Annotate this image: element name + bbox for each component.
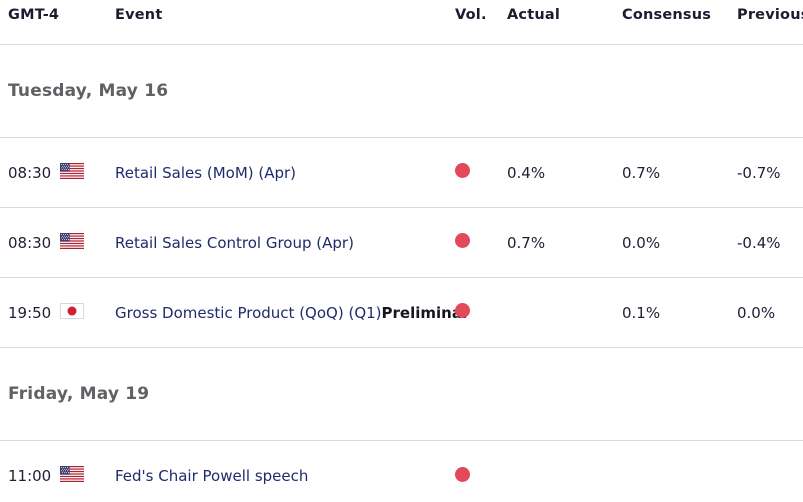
event-name-text: Gross Domestic Product (QoQ) (Q1): [115, 303, 382, 322]
volatility-high-icon: [455, 163, 470, 178]
calendar-header-row: GMT-4 Event Vol. Actual Consensus Previo…: [0, 0, 803, 45]
consensus-value: 0.7%: [622, 163, 661, 182]
volatility-cell: [452, 303, 507, 322]
column-header-previous: Previous: [737, 7, 803, 23]
us-flag-icon: [60, 466, 84, 482]
column-header-actual: Actual: [507, 7, 561, 23]
date-section-header: Tuesday, May 16: [0, 45, 803, 138]
event-time: 08:30: [8, 233, 52, 252]
event-time: 08:30: [8, 163, 52, 182]
event-name-text: Retail Sales (MoM) (Apr): [115, 163, 297, 182]
us-flag-icon: [60, 162, 84, 179]
event-flag-cell: [60, 302, 115, 323]
event-name[interactable]: Gross Domestic Product (QoQ) (Q1)Prelimi…: [115, 303, 469, 322]
volatility-high-icon: [455, 233, 470, 248]
event-flag-cell: [60, 162, 115, 183]
event-name-bold-suffix: Preliminar: [381, 303, 470, 322]
consensus-value: 0.0%: [622, 233, 661, 252]
event-row-powell-speech[interactable]: 11:00 Fed's Chair Powell speech: [0, 441, 803, 502]
volatility-cell: [452, 233, 507, 252]
column-header-event: Event: [115, 7, 163, 23]
event-flag-cell: [60, 466, 115, 486]
event-row-retail-sales-control[interactable]: 08:30 Retail Sales Control Group (Apr) 0…: [0, 208, 803, 278]
volatility-cell: [452, 466, 507, 486]
event-name-text: Fed's Chair Powell speech: [115, 467, 309, 485]
volatility-high-icon: [455, 466, 470, 482]
event-time: 19:50: [8, 303, 52, 322]
previous-value: 0.0%: [737, 303, 776, 322]
date-section-header: Friday, May 19: [0, 348, 803, 441]
actual-value: 0.4%: [507, 163, 546, 182]
column-header-vol: Vol.: [455, 7, 487, 23]
previous-value: -0.4%: [737, 233, 781, 252]
volatility-cell: [452, 163, 507, 182]
section-title: Tuesday, May 16: [8, 81, 169, 101]
event-row-retail-sales-mom[interactable]: 08:30 Retail Sales (MoM) (Apr) 0.4% 0.7%…: [0, 138, 803, 208]
actual-value: 0.7%: [507, 233, 546, 252]
previous-value: -0.7%: [737, 163, 781, 182]
consensus-value: 0.1%: [622, 303, 661, 322]
section-title: Friday, May 19: [8, 384, 150, 404]
japan-flag-icon: [60, 302, 84, 319]
column-header-consensus: Consensus: [622, 7, 712, 23]
event-name[interactable]: Retail Sales (MoM) (Apr): [115, 164, 452, 182]
us-flag-icon: [60, 232, 84, 249]
event-flag-cell: [60, 232, 115, 253]
event-name[interactable]: Retail Sales Control Group (Apr): [115, 234, 452, 252]
column-header-gmt: GMT-4: [8, 7, 60, 23]
event-name-text: Retail Sales Control Group (Apr): [115, 233, 354, 252]
event-name[interactable]: Fed's Chair Powell speech: [115, 467, 452, 485]
event-time: 11:00: [8, 467, 52, 485]
event-row-gdp-japan[interactable]: 19:50 Gross Domestic Product (QoQ) (Q1)P…: [0, 278, 803, 348]
volatility-high-icon: [455, 303, 470, 318]
